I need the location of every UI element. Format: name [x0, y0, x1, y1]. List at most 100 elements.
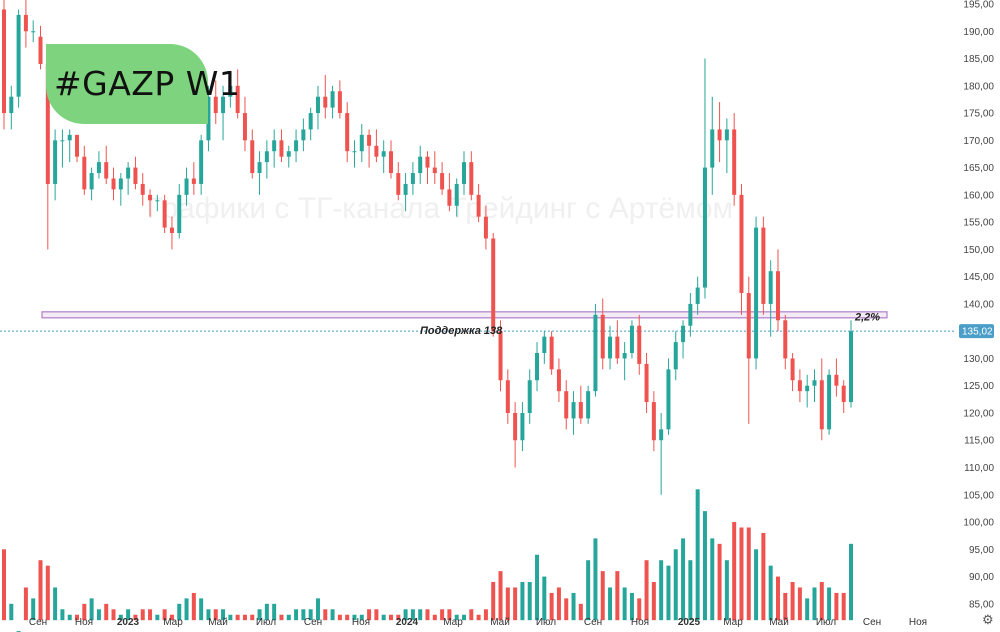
candle-body — [38, 36, 43, 64]
volume-bar — [294, 609, 299, 621]
volume-bar — [228, 614, 233, 621]
volume-bar — [308, 609, 313, 621]
time-tick-label: Июл — [256, 617, 276, 628]
volume-bar — [783, 592, 788, 621]
volume-bars — [2, 489, 853, 632]
support-label: Поддержка 138 — [420, 325, 503, 337]
candle-body — [724, 129, 729, 141]
time-tick-label: Сен — [29, 617, 47, 628]
volume-bar — [403, 609, 408, 621]
candle-body — [542, 336, 547, 353]
price-tick-label: 175,00 — [963, 109, 994, 120]
time-tick-label: Сен — [584, 617, 602, 628]
price-tick-label: 160,00 — [963, 190, 994, 201]
volume-bar — [681, 538, 686, 621]
candle-body — [615, 336, 620, 359]
volume-bar — [513, 587, 518, 621]
volume-bar — [337, 614, 342, 621]
volume-bar — [702, 511, 707, 621]
candle-body — [221, 96, 226, 114]
volume-bar — [38, 560, 43, 621]
candle-body — [768, 271, 773, 304]
candle-body — [775, 271, 780, 321]
volume-bar — [651, 582, 656, 621]
candle-body — [666, 369, 671, 430]
candle-body — [469, 162, 474, 195]
candle-body — [754, 227, 759, 359]
candle-body — [213, 96, 218, 114]
candle-body — [155, 200, 160, 202]
candle-body — [294, 140, 299, 152]
candle-body — [169, 227, 174, 234]
volume-bar — [432, 614, 437, 621]
price-tick-label: 125,00 — [963, 381, 994, 392]
candle-body — [637, 325, 642, 364]
volume-bar — [82, 603, 87, 621]
candles — [2, 0, 853, 495]
volume-bar — [732, 522, 737, 621]
volume-bar — [695, 489, 700, 621]
price-tick-label: 145,00 — [963, 272, 994, 283]
candle-body — [148, 194, 153, 201]
candle-body — [688, 303, 693, 326]
volume-bar — [53, 587, 58, 621]
candle-body — [695, 287, 700, 304]
candle-body — [286, 151, 291, 157]
candle-body — [323, 96, 328, 108]
volume-bar — [739, 527, 744, 621]
time-tick-label: Май — [490, 617, 510, 628]
time-tick-label: 2024 — [396, 617, 419, 628]
candle-body — [447, 189, 452, 206]
volume-bar — [23, 587, 28, 621]
volume-bar — [797, 587, 802, 621]
volume-bar — [133, 614, 138, 621]
volume-bar — [491, 582, 496, 621]
gear-icon[interactable]: ⚙ — [982, 612, 994, 627]
volume-bar — [608, 587, 613, 621]
time-tick-label: Май — [208, 617, 228, 628]
candle-body — [381, 151, 386, 157]
candle-body — [257, 162, 262, 174]
volume-bar — [812, 587, 817, 621]
candle-body — [403, 183, 408, 195]
volume-bar — [790, 582, 795, 621]
candle-body — [184, 178, 189, 195]
candle-body — [104, 162, 109, 179]
time-tick-label: Ноя — [352, 617, 370, 628]
candle-body — [761, 227, 766, 304]
candle-body — [396, 173, 401, 195]
volume-bar — [841, 592, 846, 621]
volume-bar — [242, 614, 247, 621]
volume-bar — [9, 603, 14, 621]
candle-body — [301, 129, 306, 141]
volume-bar — [315, 598, 320, 621]
candle-body — [272, 140, 277, 152]
volume-bar — [67, 614, 72, 621]
volume-bar — [673, 549, 678, 621]
candle-body — [162, 200, 167, 228]
candle-body — [732, 129, 737, 195]
volume-bar — [235, 614, 240, 621]
volume-bar — [279, 614, 284, 621]
candle-body — [345, 113, 350, 152]
volume-bar — [724, 560, 729, 621]
time-axis: Сен Ноя 2023 Мар Май Июл Сен Ноя 2024 Мар Май Июл Се… — [29, 617, 927, 628]
time-tick-label: Сен — [863, 617, 881, 628]
volume-bar — [542, 576, 547, 621]
candle-body — [308, 113, 313, 130]
candle-body — [462, 162, 467, 184]
candle-body — [827, 374, 832, 430]
volume-bar — [600, 571, 605, 621]
candle-body — [702, 167, 707, 288]
volume-bar — [710, 538, 715, 621]
candle-body — [556, 369, 561, 392]
candle-body — [805, 385, 810, 392]
candle-body — [279, 140, 284, 157]
candle-body — [374, 145, 379, 157]
volume-bar — [388, 614, 393, 621]
candle-body — [118, 178, 123, 190]
candle-body — [673, 342, 678, 370]
candle-body — [527, 380, 532, 413]
volume-bar — [330, 609, 335, 621]
volume-bar — [184, 598, 189, 621]
